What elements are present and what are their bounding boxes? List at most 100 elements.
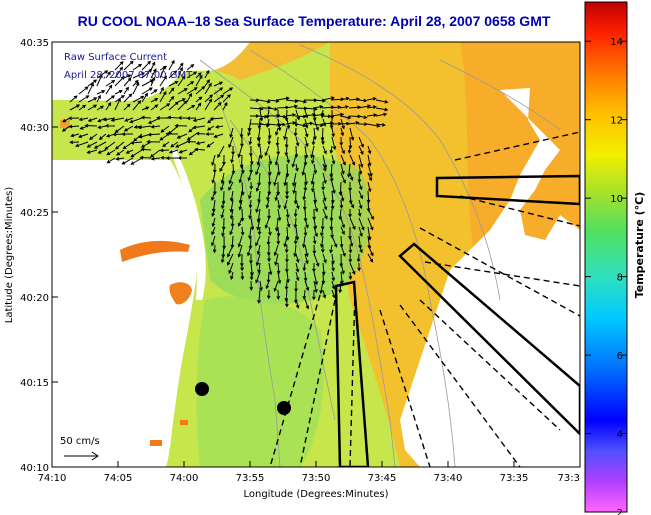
current-vector bbox=[96, 94, 101, 103]
current-vector bbox=[141, 106, 150, 111]
current-vector bbox=[266, 235, 271, 246]
current-vector bbox=[347, 145, 352, 155]
current-vector bbox=[247, 127, 252, 137]
current-vector bbox=[295, 109, 301, 121]
current-vector bbox=[105, 84, 113, 95]
current-vector bbox=[322, 289, 327, 299]
current-vector bbox=[285, 113, 297, 117]
current-vector bbox=[132, 63, 143, 71]
current-vector bbox=[367, 163, 373, 178]
current-vector bbox=[283, 199, 288, 210]
current-vector bbox=[329, 172, 334, 183]
current-vector bbox=[256, 217, 261, 231]
current-vector bbox=[121, 132, 134, 136]
current-vector bbox=[295, 226, 300, 241]
sampling-box-north bbox=[435, 174, 580, 206]
current-vector bbox=[268, 154, 273, 166]
sampling-box-diagonal bbox=[398, 242, 580, 436]
colorbar-tick-label: 6 bbox=[617, 351, 623, 362]
current-vector bbox=[284, 280, 289, 291]
current-vector bbox=[222, 94, 231, 103]
current-vector bbox=[213, 101, 222, 111]
current-vector bbox=[283, 235, 288, 248]
current-vector bbox=[256, 154, 261, 166]
current-vector bbox=[195, 96, 203, 103]
current-vector bbox=[274, 127, 279, 136]
current-vector bbox=[249, 163, 253, 174]
current-vector bbox=[295, 298, 300, 309]
current-vector bbox=[209, 116, 224, 121]
current-vector bbox=[176, 133, 188, 139]
current-vector bbox=[265, 199, 270, 209]
cloud-region-east bbox=[400, 88, 580, 467]
current-vector bbox=[141, 60, 152, 71]
current-vector bbox=[331, 289, 336, 299]
colorbar-tick-label: 14 bbox=[610, 37, 623, 48]
current-vector bbox=[231, 163, 236, 175]
current-vector bbox=[132, 81, 140, 95]
current-vector bbox=[259, 280, 263, 292]
current-vector bbox=[294, 99, 308, 104]
current-vector bbox=[273, 280, 279, 293]
current-vector bbox=[331, 253, 335, 265]
current-vector bbox=[286, 271, 290, 284]
bathymetry-contours bbox=[199, 44, 561, 467]
current-vector bbox=[304, 280, 310, 292]
current-vector bbox=[257, 289, 261, 304]
current-vector bbox=[349, 154, 356, 166]
current-vector bbox=[132, 72, 146, 79]
current-vector bbox=[257, 136, 261, 148]
current-vector bbox=[313, 271, 319, 286]
current-vector bbox=[211, 172, 216, 184]
current-vector bbox=[357, 104, 372, 109]
current-vector bbox=[268, 226, 272, 236]
current-vector bbox=[212, 244, 217, 254]
current-vector bbox=[206, 125, 215, 131]
current-vector bbox=[285, 104, 299, 109]
current-vector bbox=[349, 262, 356, 275]
current-vector bbox=[177, 75, 186, 87]
current-vector bbox=[89, 133, 98, 140]
current-vector bbox=[339, 115, 352, 120]
current-vector bbox=[97, 149, 107, 154]
current-vector bbox=[304, 253, 309, 265]
current-vector bbox=[268, 262, 273, 276]
x-tick-label: 74:05 bbox=[104, 473, 133, 484]
current-vector bbox=[195, 141, 206, 145]
current-vector bbox=[106, 157, 116, 164]
current-vector bbox=[311, 154, 315, 165]
current-vector bbox=[313, 280, 318, 294]
current-vector bbox=[310, 145, 315, 159]
current-vector bbox=[141, 87, 153, 95]
y-tick-label: 40:20 bbox=[20, 293, 49, 304]
current-vector bbox=[303, 271, 308, 282]
current-vector bbox=[322, 163, 327, 172]
current-vector bbox=[357, 115, 368, 120]
current-vector bbox=[367, 154, 372, 167]
current-vector bbox=[304, 127, 309, 138]
current-vector bbox=[248, 190, 252, 200]
current-vector bbox=[229, 226, 234, 236]
current-vector bbox=[87, 82, 94, 95]
sampling-boxes bbox=[334, 174, 580, 467]
current-vector bbox=[348, 271, 353, 281]
current-vector bbox=[358, 145, 364, 155]
current-vector bbox=[130, 157, 143, 165]
current-vector bbox=[358, 190, 364, 200]
current-vector bbox=[329, 244, 333, 254]
current-vector bbox=[295, 163, 299, 172]
current-vector bbox=[358, 226, 363, 237]
current-vector bbox=[312, 289, 316, 301]
current-vector bbox=[114, 66, 123, 79]
y-axis-label: Latitude (Degrees:Minutes) bbox=[4, 187, 15, 324]
current-vector bbox=[267, 136, 271, 146]
current-vector bbox=[238, 172, 243, 184]
x-tick-label: 73:35 bbox=[500, 473, 529, 484]
current-vector bbox=[195, 131, 206, 136]
current-vector bbox=[177, 156, 188, 160]
x-axis-label: Longitude (Degrees:Minutes) bbox=[243, 489, 388, 500]
current-vector bbox=[313, 226, 319, 238]
current-vector bbox=[114, 75, 125, 87]
current-vector bbox=[358, 181, 363, 191]
